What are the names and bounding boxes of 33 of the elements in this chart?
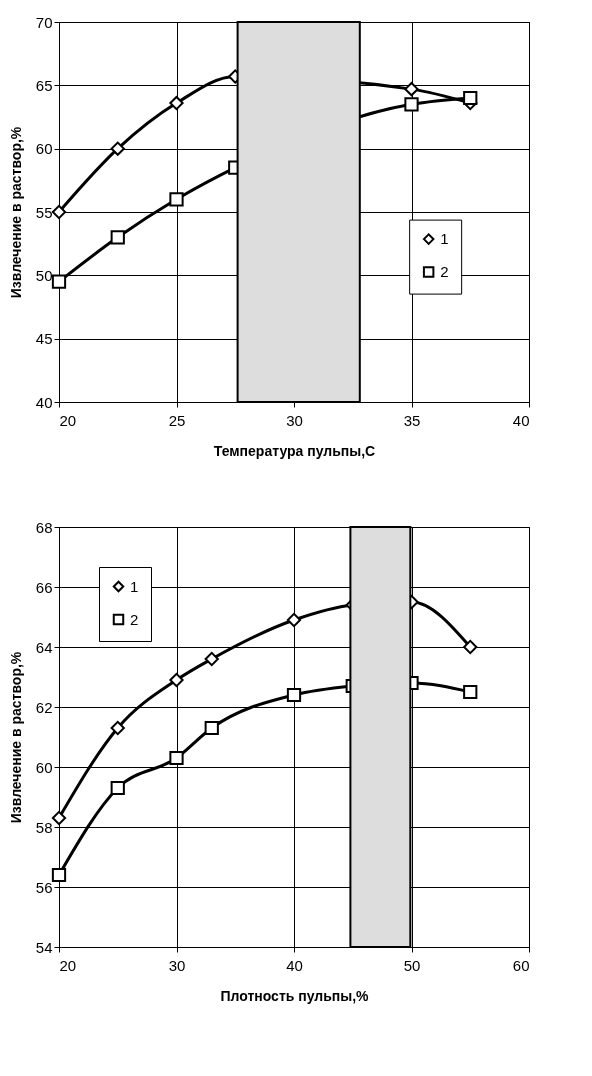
y-tick-label: 45 (35, 330, 53, 348)
y-axis-title: Извлечение в раствор,% (7, 651, 24, 824)
y-tick-label: 70 (35, 13, 53, 31)
legend-label: 2 (130, 610, 139, 628)
legend-label: 1 (130, 577, 139, 595)
y-axis-title: Извлечение в раствор,% (7, 126, 24, 299)
y-tick-label: 58 (35, 818, 53, 836)
y-tick-label: 60 (35, 140, 53, 158)
x-tick-label: 40 (512, 411, 530, 429)
y-tick-label: 65 (35, 76, 53, 94)
legend-label: 2 (440, 263, 449, 281)
x-tick-label: 20 (59, 956, 77, 974)
y-tick-label: 56 (35, 878, 53, 896)
legend-label: 1 (440, 230, 449, 248)
x-tick-label: 35 (403, 411, 421, 429)
y-tick-label: 66 (35, 578, 53, 596)
x-axis-title: Температура пульпы,С (213, 442, 376, 459)
x-tick-label: 30 (286, 411, 303, 429)
y-tick-label: 54 (35, 938, 53, 956)
x-tick-label: 50 (403, 956, 421, 974)
x-tick-label: 25 (168, 411, 186, 429)
x-axis-title: Плотность пульпы,% (220, 987, 370, 1004)
y-tick-label: 62 (35, 698, 53, 716)
y-tick-label: 50 (35, 266, 53, 284)
y-tick-label: 55 (35, 203, 53, 221)
x-tick-label: 40 (286, 956, 303, 974)
x-tick-label: 20 (59, 411, 77, 429)
y-tick-label: 68 (35, 518, 53, 536)
x-tick-label: 60 (512, 956, 530, 974)
y-tick-label: 64 (35, 638, 53, 656)
x-tick-label: 30 (168, 956, 186, 974)
y-tick-label: 40 (35, 393, 53, 411)
y-tick-label: 60 (35, 758, 53, 776)
